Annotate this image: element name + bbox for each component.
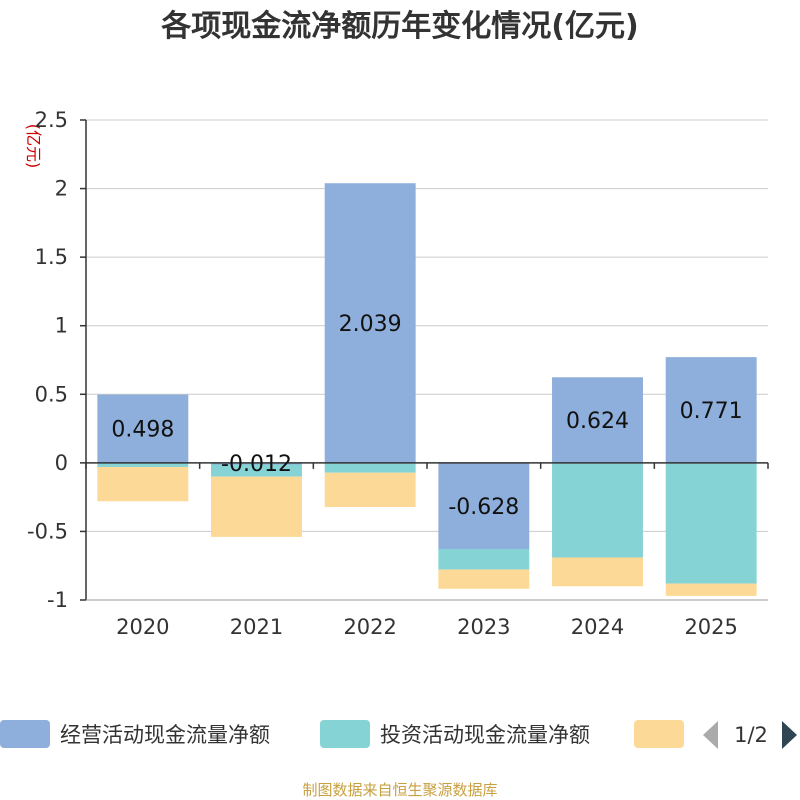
legend-page-indicator: 1/2 [734, 723, 768, 747]
y-tick-label: 2 [55, 177, 68, 201]
legend-item-investing[interactable]: 投资活动现金流量净额 [320, 720, 590, 748]
footer-source: 制图数据来自恒生聚源数据库 [302, 781, 497, 799]
x-tick-label: 2021 [230, 615, 283, 639]
data-label-2020: 0.498 [111, 418, 174, 443]
y-tick-labels: 2.5 2 1.5 1 0.5 0 -0.5 -1 [27, 108, 68, 612]
bar-segment-1-2023[interactable] [438, 462, 530, 549]
y-tick-label: 0 [55, 451, 68, 475]
legend-swatch-investing [320, 720, 370, 748]
legend-swatch-financing [634, 720, 684, 748]
data-label-2022: 2.039 [339, 312, 402, 337]
bar-segment-3-2022[interactable] [324, 472, 416, 508]
chart-title: 各项现金流净额历年变化情况(亿元) [160, 9, 638, 44]
x-tick-labels: 2020 2021 2022 2023 2024 2025 [116, 615, 738, 639]
bar-segment-1-2025[interactable] [665, 357, 757, 463]
legend-swatch-operating [0, 720, 50, 748]
bar-segment-3-2020[interactable] [97, 466, 189, 502]
legend: 经营活动现金流量净额 投资活动现金流量净额 1/2 [0, 720, 797, 749]
bar-segment-2-2020[interactable] [97, 462, 189, 467]
data-label-2021: -0.012 [221, 452, 292, 477]
bar-segment-3-2021[interactable] [211, 476, 302, 537]
bar-segment-2-2022[interactable] [324, 462, 416, 473]
legend-next-page-icon[interactable] [782, 721, 797, 749]
legend-label-operating: 经营活动现金流量净额 [60, 723, 270, 747]
bar-segment-2-2023[interactable] [438, 548, 530, 570]
data-labels: 0.498 -0.012 2.039 -0.628 0.624 0.771 [111, 312, 742, 520]
legend-item-financing[interactable] [634, 720, 684, 748]
bar-segment-2-2021[interactable] [211, 464, 302, 477]
bars [97, 183, 757, 596]
bar-segment-3-2025[interactable] [665, 583, 757, 596]
x-tick-label: 2024 [571, 615, 624, 639]
x-tick-label: 2025 [684, 615, 737, 639]
legend-label-investing: 投资活动现金流量净额 [380, 723, 590, 747]
y-tick-label: 1 [55, 314, 68, 338]
y-tick-label: -0.5 [27, 519, 68, 543]
bar-segment-1-2024[interactable] [552, 377, 643, 463]
x-tick-label: 2020 [116, 615, 169, 639]
data-label-2025: 0.771 [680, 399, 743, 424]
y-tick-label: 1.5 [35, 245, 68, 269]
x-tick-label: 2023 [457, 615, 510, 639]
y-tick-label: 0.5 [35, 382, 68, 406]
bar-segment-2-2025[interactable] [665, 462, 757, 584]
x-tick-label: 2022 [343, 615, 396, 639]
bar-segment-3-2024[interactable] [552, 557, 643, 587]
bar-segment-2-2024[interactable] [552, 462, 643, 558]
legend-prev-page-icon[interactable] [703, 721, 718, 749]
bar-segment-1-2020[interactable] [97, 394, 189, 463]
bar-segment-3-2023[interactable] [438, 569, 530, 589]
bar-segment-1-2022[interactable] [324, 183, 416, 463]
y-tick-label: 2.5 [35, 108, 68, 132]
legend-item-operating[interactable]: 经营活动现金流量净额 [0, 720, 270, 748]
y-tick-label: -1 [47, 588, 68, 612]
y-axis-unit: (亿元) [24, 124, 43, 169]
data-label-2023: -0.628 [448, 495, 519, 520]
bar-segment-1-2021[interactable] [211, 462, 302, 465]
axes [80, 119, 769, 601]
data-label-2024: 0.624 [566, 409, 629, 434]
